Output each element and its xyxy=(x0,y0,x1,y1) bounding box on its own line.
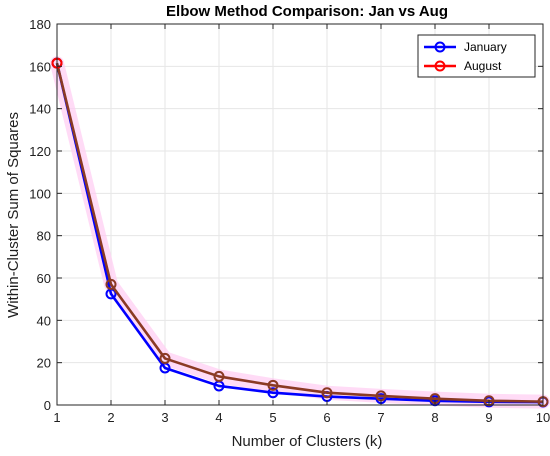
series-line-january xyxy=(55,62,544,404)
x-tick-label: 7 xyxy=(377,410,384,425)
y-tick-label: 40 xyxy=(37,313,51,328)
series-line-august xyxy=(55,62,544,403)
y-tick-label: 180 xyxy=(29,17,51,32)
grid-layer xyxy=(56,23,544,406)
legend-label-january: January xyxy=(464,40,507,54)
x-tick-label: 6 xyxy=(323,410,330,425)
x-axis-label: Number of Clusters (k) xyxy=(232,433,383,450)
legend-label-august: August xyxy=(464,59,502,73)
y-tick-label: 80 xyxy=(37,229,51,244)
y-axis-label: Within-Cluster Sum of Squares xyxy=(5,112,22,318)
y-tick-label: 140 xyxy=(29,102,51,117)
legend-marker-january xyxy=(434,41,446,53)
legend: January August xyxy=(417,34,536,78)
axes-box xyxy=(56,23,544,406)
x-tick-label: 5 xyxy=(269,410,276,425)
plot-area xyxy=(57,24,543,405)
x-tick-label: 1 xyxy=(53,410,60,425)
y-tick-label: 0 xyxy=(44,398,51,413)
y-tick-label: 100 xyxy=(29,186,51,201)
data-point-january xyxy=(267,387,279,399)
y-tick-label: 120 xyxy=(29,144,51,159)
data-point-august xyxy=(267,379,279,391)
data-point-august xyxy=(213,370,225,382)
data-point-august xyxy=(321,387,333,399)
data-point-august xyxy=(105,278,117,290)
x-tick-label: 3 xyxy=(161,410,168,425)
y-tick-label: 20 xyxy=(37,356,51,371)
data-point-august xyxy=(159,352,171,364)
x-tick-label: 2 xyxy=(107,410,114,425)
legend-marker-august xyxy=(434,60,446,72)
x-tick-label: 9 xyxy=(485,410,492,425)
chart-title: Elbow Method Comparison: Jan vs Aug xyxy=(166,3,448,20)
x-tick-label: 8 xyxy=(431,410,438,425)
x-tick-label: 10 xyxy=(536,410,550,425)
x-tick-label: 4 xyxy=(215,410,222,425)
y-tick-label: 60 xyxy=(37,271,51,286)
y-tick-label: 160 xyxy=(29,59,51,74)
